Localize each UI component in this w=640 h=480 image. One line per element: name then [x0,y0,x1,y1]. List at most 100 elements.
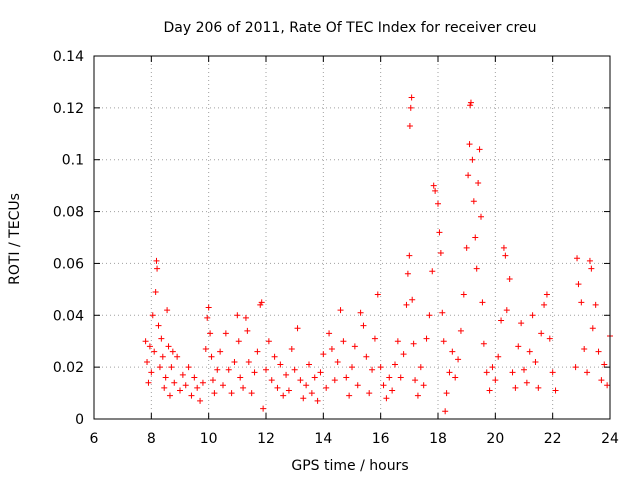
data-point [323,384,330,391]
data-point [409,296,416,303]
data-point [297,377,304,384]
data-point [231,358,238,365]
data-point [472,234,479,241]
tick-layer [93,55,611,420]
data-point [245,358,252,365]
data-point [588,265,595,272]
data-point [523,379,530,386]
data-point [479,299,486,306]
data-point [331,377,338,384]
data-point [463,244,470,251]
data-point [280,392,287,399]
data-point [443,390,450,397]
data-point [412,377,419,384]
data-point [145,379,152,386]
data-point [217,348,224,355]
data-point [466,141,473,148]
data-point [503,307,510,314]
data-point [306,361,312,368]
data-point [575,281,582,288]
data-point [317,369,324,376]
data-point [363,353,370,360]
data-point [294,325,301,332]
data-point [467,99,474,106]
data-point [475,180,482,187]
data-point [423,335,430,342]
data-point [288,345,295,352]
data-point [357,309,364,316]
x-tick-label: 20 [486,431,504,447]
data-point [326,330,333,337]
data-point [214,366,221,373]
data-point [153,257,160,264]
data-point [285,387,292,394]
data-point [492,377,499,384]
data-point [403,301,410,308]
chart-title: Day 206 of 2011, Rate Of TEC Index for r… [163,20,536,36]
data-point [538,330,545,337]
data-point [197,397,204,404]
data-point [349,364,355,371]
data-point [371,335,378,342]
data-point [521,366,527,373]
data-point [406,252,413,259]
data-point [171,379,178,386]
data-point [429,268,436,275]
data-point [207,330,214,337]
data-point [314,397,321,404]
data-point [346,392,353,399]
data-point [191,374,198,381]
data-point [446,369,453,376]
data-point [546,335,553,342]
data-point [222,330,229,337]
y-tick-label: 0.02 [53,360,84,376]
y-tick-label: 0.04 [53,308,84,324]
data-point [467,102,474,109]
data-point [417,364,424,371]
data-point [158,335,165,342]
data-point [152,288,159,295]
data-point [271,353,278,360]
data-point [435,200,441,207]
data-point [374,291,381,298]
data-point [277,361,284,368]
data-point [574,255,581,262]
data-point [572,364,579,371]
data-point [244,327,251,334]
data-point [442,408,449,415]
data-point [394,338,401,345]
data-point [303,382,310,389]
data-point [440,338,447,345]
data-point [473,265,480,272]
data-point [369,366,376,373]
x-tick-labels: 6 8 10 12 14 16 18 20 22 24 [90,431,619,447]
data-point [414,392,421,399]
data-point [174,353,181,360]
data-point [148,369,155,376]
data-point [470,198,477,205]
data-point [248,390,255,397]
data-point [144,358,151,365]
y-tick-label: 0.06 [53,256,84,272]
data-point [211,390,218,397]
data-point [452,374,459,381]
data-point [179,371,186,378]
data-point [240,384,247,391]
data-point [149,312,156,319]
data-point [343,374,350,381]
y-axis-title: ROTI / TECUs [7,193,23,285]
data-point [366,390,373,397]
data-point [146,343,153,350]
data-point [194,384,201,391]
data-point [155,322,162,329]
data-point [404,270,411,277]
data-point [300,395,307,402]
data-point [586,257,593,264]
data-point [598,377,605,384]
data-point [235,338,242,345]
data-point [478,213,484,220]
data-point [476,146,483,153]
data-point [177,387,183,394]
data-point [502,252,509,259]
